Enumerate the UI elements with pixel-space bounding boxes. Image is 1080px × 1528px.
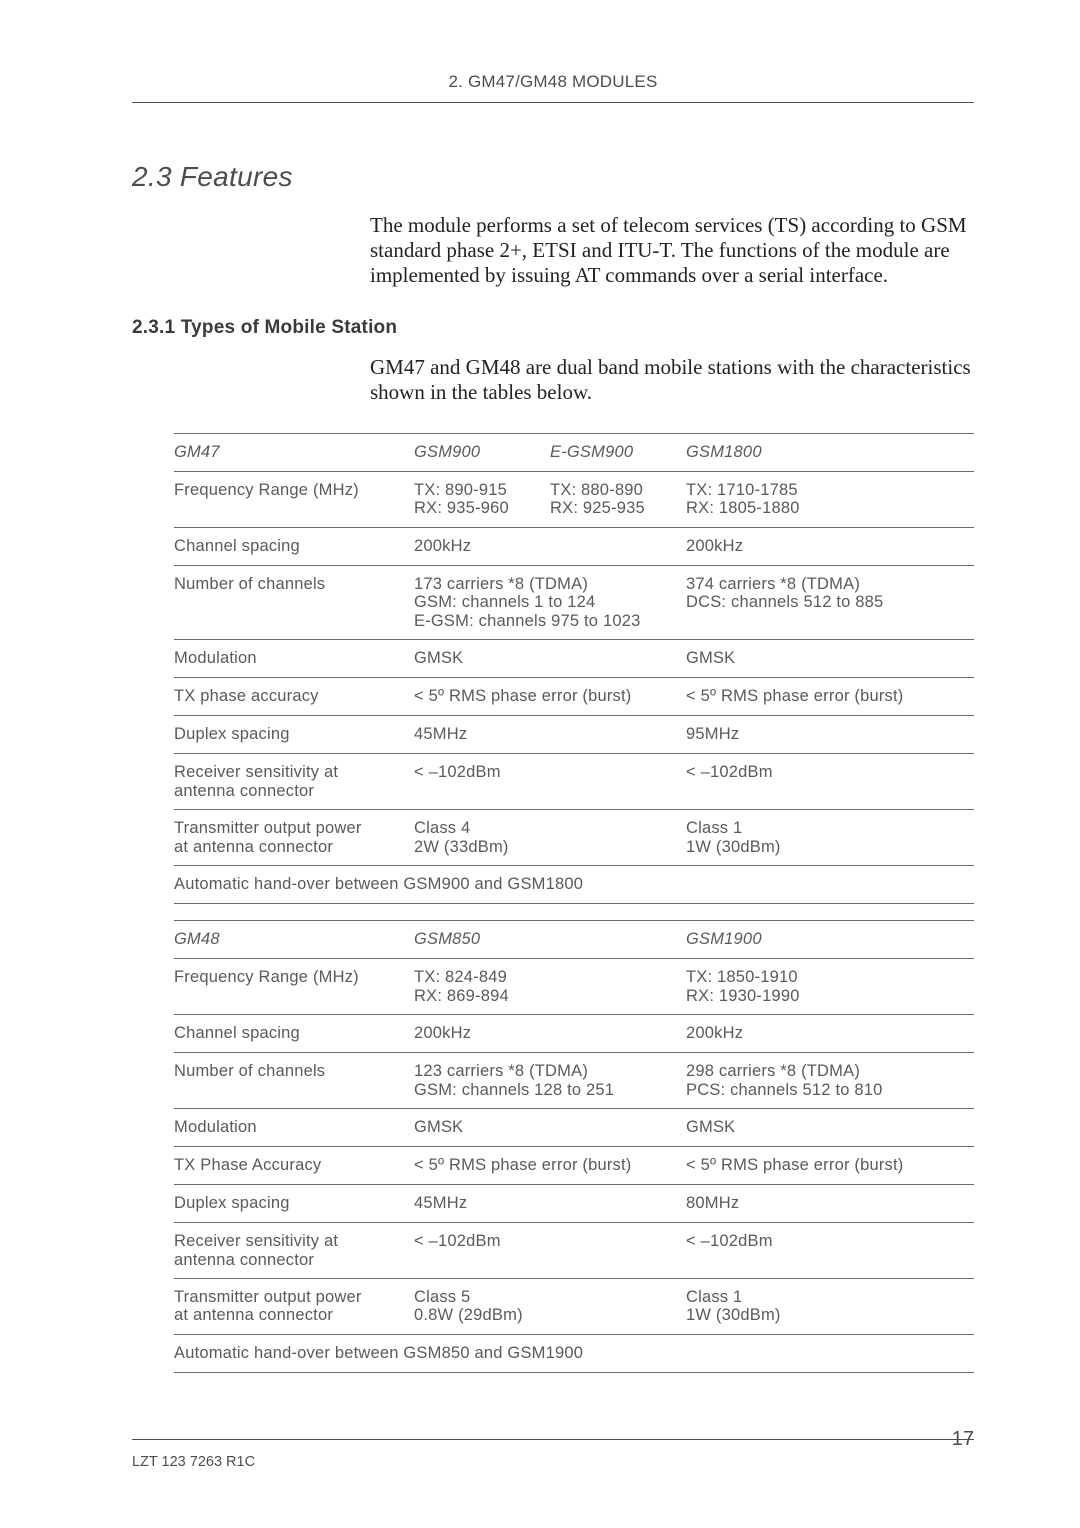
cell-value: < –102dBm bbox=[686, 754, 974, 810]
cell-label: Modulation bbox=[174, 1109, 414, 1147]
cell-label: Receiver sensitivity atantenna connector bbox=[174, 754, 414, 810]
cell-value: 45MHz bbox=[414, 1185, 686, 1223]
page-footer: 17 LZT 123 7263 R1C bbox=[132, 1439, 974, 1470]
spec-table-gm48: GM48 GSM850 GSM1900 Frequency Range (MHz… bbox=[174, 920, 974, 1373]
table-row: Duplex spacing 45MHz 80MHz bbox=[174, 1185, 974, 1223]
cell-value bbox=[550, 716, 686, 754]
cell-value: GMSK bbox=[686, 640, 974, 678]
table-header: E-GSM900 bbox=[550, 433, 686, 471]
table-row: Receiver sensitivity atantenna connector… bbox=[174, 1223, 974, 1279]
cell-value: < –102dBm bbox=[414, 754, 550, 810]
cell-value: 123 carriers *8 (TDMA)GSM: channels 128 … bbox=[414, 1053, 686, 1109]
cell-label: Number of channels bbox=[174, 1053, 414, 1109]
cell-label: Duplex spacing bbox=[174, 716, 414, 754]
cell-label: Duplex spacing bbox=[174, 1185, 414, 1223]
table-row: Number of channels 123 carriers *8 (TDMA… bbox=[174, 1053, 974, 1109]
table-row: Frequency Range (MHz) TX: 890-915RX: 935… bbox=[174, 471, 974, 527]
cell-value: < –102dBm bbox=[414, 1223, 686, 1279]
table-row: Transmitter output powerat antenna conne… bbox=[174, 1278, 974, 1334]
cell-value bbox=[550, 754, 686, 810]
cell-value: TX: 880-890RX: 925-935 bbox=[550, 471, 686, 527]
cell-value bbox=[550, 527, 686, 565]
cell-label: Transmitter output powerat antenna conne… bbox=[174, 810, 414, 866]
table-foot-row: Automatic hand-over between GSM900 and G… bbox=[174, 866, 974, 904]
cell-label: Frequency Range (MHz) bbox=[174, 471, 414, 527]
cell-value: Class 42W (33dBm) bbox=[414, 810, 550, 866]
cell-value: Class 11W (30dBm) bbox=[686, 1278, 974, 1334]
table-row: Channel spacing 200kHz 200kHz bbox=[174, 1015, 974, 1053]
table-header: GM48 bbox=[174, 921, 414, 959]
cell-value: < 5º RMS phase error (burst) bbox=[686, 1147, 974, 1185]
cell-value: Class 11W (30dBm) bbox=[686, 810, 974, 866]
spec-table-gm47: GM47 GSM900 E-GSM900 GSM1800 Frequency R… bbox=[174, 433, 974, 904]
cell-value: TX: 890-915RX: 935-960 bbox=[414, 471, 550, 527]
cell-label: Number of channels bbox=[174, 565, 414, 639]
page-number: 17 bbox=[952, 1428, 974, 1451]
cell-value: TX: 824-849RX: 869-894 bbox=[414, 959, 686, 1015]
cell-value: GMSK bbox=[686, 1109, 974, 1147]
table-row: Number of channels 173 carriers *8 (TDMA… bbox=[174, 565, 974, 639]
cell-value: 95MHz bbox=[686, 716, 974, 754]
cell-value: 200kHz bbox=[686, 527, 974, 565]
table-row: Modulation GMSK GMSK bbox=[174, 1109, 974, 1147]
cell-value: 80MHz bbox=[686, 1185, 974, 1223]
cell-value: 200kHz bbox=[414, 527, 550, 565]
table-row: Channel spacing 200kHz 200kHz bbox=[174, 527, 974, 565]
cell-label: Channel spacing bbox=[174, 1015, 414, 1053]
cell-label: Frequency Range (MHz) bbox=[174, 959, 414, 1015]
cell-footnote: Automatic hand-over between GSM900 and G… bbox=[174, 866, 974, 904]
subsection-paragraph: GM47 and GM48 are dual band mobile stati… bbox=[370, 355, 974, 405]
cell-value: 200kHz bbox=[414, 1015, 686, 1053]
subsection-heading: 2.3.1 Types of Mobile Station bbox=[132, 317, 974, 339]
table-row: Transmitter output powerat antenna conne… bbox=[174, 810, 974, 866]
table-foot-row: Automatic hand-over between GSM850 and G… bbox=[174, 1334, 974, 1372]
cell-value: < 5º RMS phase error (burst) bbox=[686, 678, 974, 716]
table-row: Frequency Range (MHz) TX: 824-849RX: 869… bbox=[174, 959, 974, 1015]
cell-value: Class 50.8W (29dBm) bbox=[414, 1278, 686, 1334]
cell-value: < 5º RMS phase error (burst) bbox=[414, 678, 686, 716]
cell-value: GMSK bbox=[414, 640, 550, 678]
table-row: Modulation GMSK GMSK bbox=[174, 640, 974, 678]
footer-doc-id: LZT 123 7263 R1C bbox=[132, 1454, 255, 1470]
table-row: TX Phase Accuracy < 5º RMS phase error (… bbox=[174, 1147, 974, 1185]
table-header: GSM1800 bbox=[686, 433, 974, 471]
cell-value: 374 carriers *8 (TDMA)DCS: channels 512 … bbox=[686, 565, 974, 639]
cell-value: 45MHz bbox=[414, 716, 550, 754]
cell-label: Receiver sensitivity atantenna connector bbox=[174, 1223, 414, 1279]
cell-label: TX phase accuracy bbox=[174, 678, 414, 716]
cell-value: < 5º RMS phase error (burst) bbox=[414, 1147, 686, 1185]
cell-label: TX Phase Accuracy bbox=[174, 1147, 414, 1185]
cell-value bbox=[550, 810, 686, 866]
table-row: TX phase accuracy < 5º RMS phase error (… bbox=[174, 678, 974, 716]
cell-value: < –102dBm bbox=[686, 1223, 974, 1279]
cell-label: Channel spacing bbox=[174, 527, 414, 565]
cell-value: 200kHz bbox=[686, 1015, 974, 1053]
table-row: Receiver sensitivity atantenna connector… bbox=[174, 754, 974, 810]
cell-label: Transmitter output powerat antenna conne… bbox=[174, 1278, 414, 1334]
table-header: GSM900 bbox=[414, 433, 550, 471]
table-row: Duplex spacing 45MHz 95MHz bbox=[174, 716, 974, 754]
section-paragraph: The module performs a set of telecom ser… bbox=[370, 213, 974, 289]
cell-value: TX: 1710-1785RX: 1805-1880 bbox=[686, 471, 974, 527]
cell-value: 298 carriers *8 (TDMA)PCS: channels 512 … bbox=[686, 1053, 974, 1109]
table-header: GSM850 bbox=[414, 921, 686, 959]
running-header: 2. GM47/GM48 MODULES bbox=[132, 72, 974, 103]
cell-value: TX: 1850-1910RX: 1930-1990 bbox=[686, 959, 974, 1015]
cell-footnote: Automatic hand-over between GSM850 and G… bbox=[174, 1334, 974, 1372]
cell-value: 173 carriers *8 (TDMA)GSM: channels 1 to… bbox=[414, 565, 686, 639]
cell-value bbox=[550, 640, 686, 678]
section-heading: 2.3 Features bbox=[132, 161, 974, 193]
cell-value: GMSK bbox=[414, 1109, 686, 1147]
cell-label: Modulation bbox=[174, 640, 414, 678]
table-header: GM47 bbox=[174, 433, 414, 471]
table-header: GSM1900 bbox=[686, 921, 974, 959]
